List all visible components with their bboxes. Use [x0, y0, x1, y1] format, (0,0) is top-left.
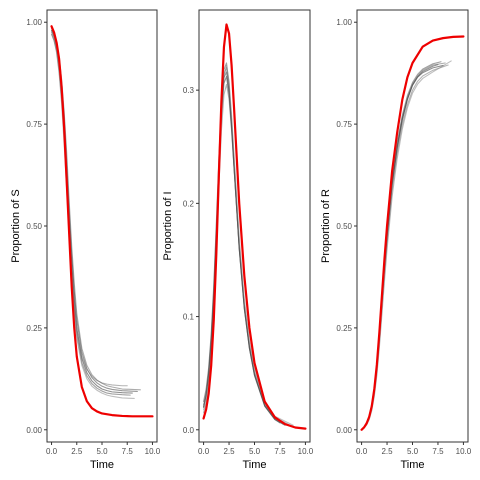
x-tick-label-i: 10.0 — [298, 447, 314, 456]
y-tick-label-s: 1.00 — [26, 18, 42, 27]
x-tick-label-r: 5.0 — [407, 447, 419, 456]
y-axis-title-i: Proportion of I — [162, 191, 174, 260]
deterministic-line-r — [360, 35, 465, 431]
x-tick-label-i: 0.0 — [198, 447, 210, 456]
panel-r: 0.0 2.5 5.0 7.5 10.0 0.00 0.25 0.50 0.75 1.00 Time… — [320, 9, 472, 471]
x-tick-label-s: 7.5 — [122, 447, 134, 456]
x-tick-label-s: 10.0 — [145, 447, 161, 456]
y-tick-label-s: 0.00 — [26, 426, 42, 435]
y-axis-title-r: Proportion of R — [320, 189, 332, 263]
y-tick-label-i: 0.2 — [183, 199, 195, 208]
y-tick-label-r: 0.75 — [336, 120, 352, 129]
panel-s: 0.0 2.5 5.0 7.5 10.0 0.00 0.25 0.50 0.75 1.00 Time… — [10, 9, 161, 471]
x-axis-title-r: Time — [400, 459, 424, 471]
y-tick-label-r: 1.00 — [336, 18, 352, 27]
y-tick-label-r: 0.50 — [336, 222, 352, 231]
x-tick-label-s: 5.0 — [96, 447, 108, 456]
stochastic-line-s-5 — [50, 31, 135, 399]
x-axis-title-s: Time — [90, 459, 114, 471]
x-tick-label-s: 0.0 — [46, 447, 58, 456]
x-tick-label-i: 2.5 — [223, 447, 235, 456]
x-tick-label-i: 7.5 — [274, 447, 286, 456]
x-tick-label-r: 10.0 — [456, 447, 472, 456]
y-tick-label-s: 0.25 — [26, 324, 42, 333]
panels-group: 0.0 2.5 5.0 7.5 10.0 0.00 0.25 0.50 0.75 1.00 Time… — [10, 9, 472, 471]
y-tick-label-s: 0.75 — [26, 120, 42, 129]
stochastic-line-i-6 — [203, 71, 281, 424]
y-tick-label-i: 0.0 — [183, 426, 195, 435]
x-tick-label-r: 0.0 — [356, 447, 368, 456]
y-tick-label-i: 0.3 — [183, 86, 195, 95]
y-tick-label-r: 0.25 — [336, 324, 352, 333]
x-tick-label-i: 5.0 — [249, 447, 261, 456]
y-tick-label-s: 0.50 — [26, 222, 42, 231]
deterministic-line-i — [202, 23, 307, 430]
deterministic-line-s — [50, 25, 154, 418]
x-tick-label-r: 7.5 — [432, 447, 444, 456]
y-tick-label-i: 0.1 — [183, 313, 195, 322]
y-axis-title-s: Proportion of S — [10, 189, 22, 262]
x-axis-title-i: Time — [242, 459, 266, 471]
panel-i: 0.0 2.5 5.0 7.5 10.0 0.0 0.1 0.2 0.3 Time Proporti… — [162, 9, 314, 471]
y-tick-label-r: 0.00 — [336, 426, 352, 435]
x-tick-label-r: 2.5 — [381, 447, 393, 456]
x-tick-label-s: 2.5 — [71, 447, 83, 456]
